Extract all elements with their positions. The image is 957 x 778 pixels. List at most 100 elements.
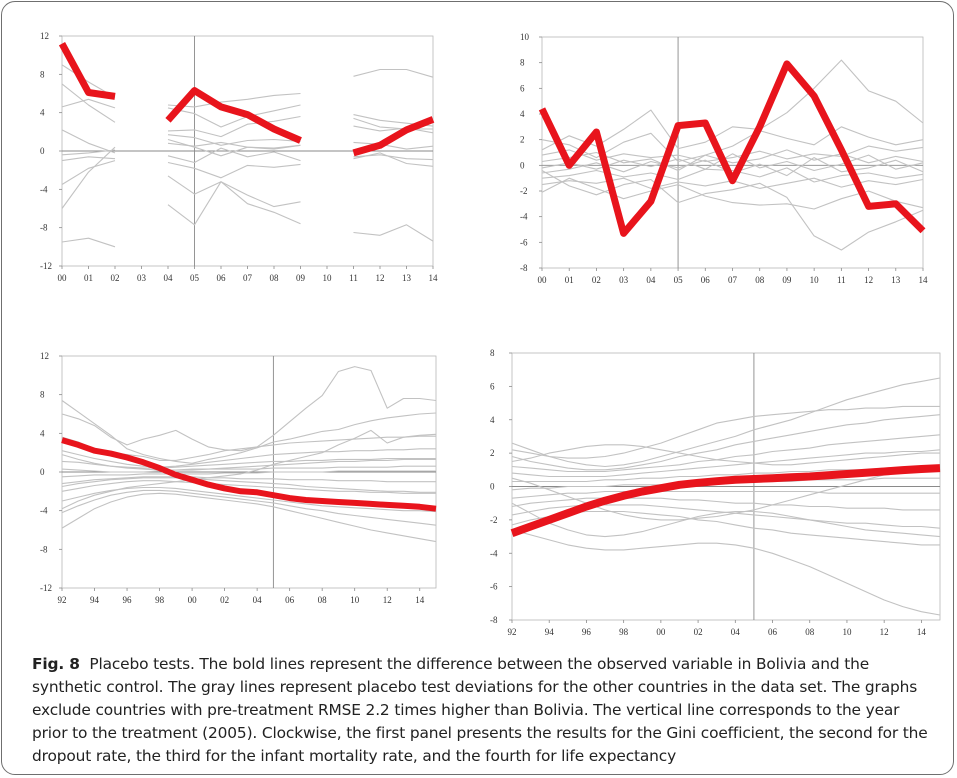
infant-mortality-xtick-label: 02	[220, 595, 229, 605]
dropout-ytick-label: -8	[520, 263, 528, 273]
life-expectancy-xtick-label: 02	[694, 627, 703, 637]
life-expectancy-placebo-line	[511, 377, 941, 468]
infant-mortality-ytick-label: 12	[40, 351, 49, 361]
life-expectancy-placebo-line	[511, 434, 941, 473]
life-expectancy-placebo-line	[511, 444, 940, 466]
infant-mortality-xtick-label: 12	[383, 595, 392, 605]
gini-xtick-label: 13	[402, 273, 412, 283]
infant-mortality-placebo-line	[61, 454, 436, 471]
dropout-ytick-label: -2	[520, 186, 528, 196]
infant-mortality-placebo-line	[61, 429, 437, 510]
gini-placebo-line	[167, 141, 301, 149]
infant-mortality-ytick-label: -8	[40, 544, 48, 554]
dropout-xtick-label: 05	[674, 275, 684, 285]
gini-xtick-label: 09	[296, 273, 306, 283]
life-expectancy-ytick-label: -6	[490, 582, 498, 592]
gini-ytick-label: 4	[40, 108, 45, 118]
life-expectancy-xtick-label: 04	[731, 627, 741, 637]
infant-mortality-placebo-line	[61, 492, 437, 543]
life-expectancy-xtick-label: 06	[768, 627, 778, 637]
gini-placebo-line	[61, 181, 434, 248]
life-expectancy-ytick-label: -8	[490, 615, 498, 625]
life-expectancy-xtick-label: 10	[842, 627, 852, 637]
life-expectancy-ytick-label: -2	[490, 515, 498, 525]
gini-ytick-label: -4	[40, 184, 48, 194]
gini-placebo-line	[61, 147, 434, 164]
life-expectancy-placebo-line	[511, 449, 941, 478]
gini-placebo-line	[61, 152, 434, 185]
dropout-placebo-line	[541, 59, 924, 151]
life-expectancy-xtick-label: 98	[619, 627, 629, 637]
life-expectancy-xtick-label: 00	[656, 627, 666, 637]
dropout-xtick-label: 02	[592, 275, 601, 285]
infant-mortality-placebo-line	[61, 448, 436, 468]
dropout-placebo-line	[541, 170, 924, 251]
life-expectancy-xtick-label: 14	[917, 627, 927, 637]
life-expectancy-placebo-line	[511, 490, 940, 499]
infant-mortality-xtick-label: 92	[58, 595, 67, 605]
life-expectancy-ytick-label: -4	[490, 548, 498, 558]
dropout-ytick-label: -6	[520, 237, 528, 247]
dropout-xtick-label: 06	[701, 275, 711, 285]
infant-mortality-xtick-label: 00	[188, 595, 198, 605]
infant-mortality-placebo-line	[61, 477, 436, 493]
life-expectancy-placebo-line	[511, 510, 940, 546]
infant-mortality-xtick-label: 10	[350, 595, 360, 605]
gini-xtick-label: 07	[243, 273, 253, 283]
dropout-ytick-label: 8	[520, 58, 525, 68]
infant-mortality-xtick-label: 94	[90, 595, 100, 605]
infant-mortality-ytick-label: 0	[40, 467, 45, 477]
life-expectancy-placebo-line	[511, 465, 941, 521]
life-expectancy-placebo-line	[511, 529, 941, 616]
infant-mortality-placebo-line	[61, 470, 436, 478]
gini-xtick-label: 05	[190, 273, 200, 283]
life-expectancy-placebo-line	[511, 405, 940, 459]
figure-label: Fig. 8	[32, 655, 80, 673]
life-expectancy-ytick-label: 2	[490, 448, 495, 458]
figure-caption: Fig. 8 Placebo tests. The bold lines rep…	[32, 653, 932, 768]
gini-ytick-label: 0	[40, 146, 45, 156]
infant-mortality-xtick-label: 96	[123, 595, 133, 605]
gini-xtick-label: 12	[376, 273, 385, 283]
gini-ytick-label: 8	[40, 69, 45, 79]
dropout-xtick-label: 10	[810, 275, 820, 285]
infant-mortality-ytick-label: -12	[40, 583, 52, 593]
gini-xtick-label: 03	[137, 273, 147, 283]
infant-mortality-placebo-line	[61, 465, 436, 473]
dropout-ytick-label: 0	[520, 160, 525, 170]
dropout-xtick-label: 04	[646, 275, 656, 285]
gini-ytick-label: -12	[40, 261, 52, 271]
infant-mortality-bolivia-line	[61, 437, 437, 512]
dropout-xtick-label: 08	[755, 275, 765, 285]
gini-bolivia-line	[58, 42, 435, 157]
life-expectancy-xtick-label: 12	[880, 627, 889, 637]
life-expectancy-xtick-label: 94	[545, 627, 555, 637]
gini-xtick-label: 00	[58, 273, 68, 283]
infant-mortality-placebo-line	[61, 476, 436, 485]
gini-ytick-label: 12	[40, 31, 49, 41]
life-expectancy-placebo-line	[511, 414, 941, 471]
gini-placebo-line	[61, 146, 301, 209]
infant-mortality-xtick-label: 06	[285, 595, 295, 605]
dropout-xtick-label: 12	[864, 275, 873, 285]
gini-xtick-label: 10	[323, 273, 333, 283]
dropout-xtick-label: 07	[728, 275, 738, 285]
gini-xtick-label: 02	[111, 273, 120, 283]
infant-mortality-ytick-label: 4	[40, 428, 45, 438]
dropout-bolivia-line	[538, 60, 926, 237]
gini-xtick-label: 14	[429, 273, 439, 283]
life-expectancy-placebo-line	[511, 502, 941, 538]
life-expectancy-ytick-label: 4	[490, 415, 495, 425]
infant-mortality-ytick-label: 8	[40, 390, 45, 400]
infant-mortality-xtick-label: 04	[253, 595, 263, 605]
gini-xtick-label: 08	[270, 273, 280, 283]
dropout-ytick-label: 6	[520, 83, 525, 93]
infant-mortality-placebo-line	[61, 457, 436, 469]
infant-mortality-ytick-label: -4	[40, 506, 48, 516]
infant-mortality-placebo-line	[61, 480, 436, 494]
life-expectancy-xtick-label: 08	[805, 627, 815, 637]
dropout-ytick-label: -4	[520, 212, 528, 222]
life-expectancy-xtick-label: 96	[582, 627, 592, 637]
dropout-ytick-label: 2	[520, 135, 525, 145]
